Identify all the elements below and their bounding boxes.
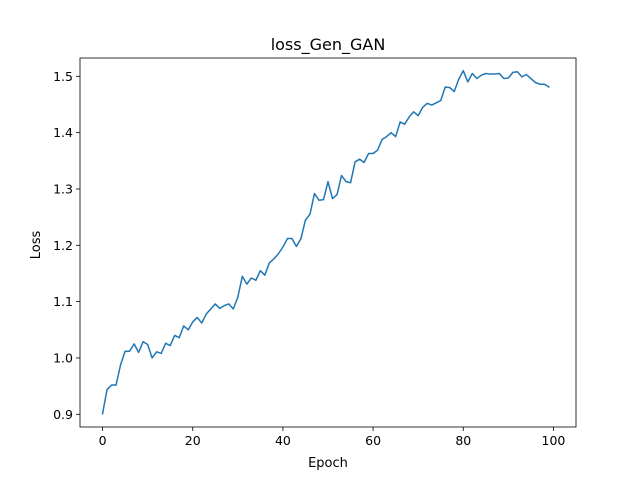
plot-area: [101, 69, 550, 415]
x-tick-label-0: 0: [99, 433, 107, 448]
axes-frame: [79, 57, 577, 428]
x-tick-label-60: 60: [365, 433, 381, 448]
x-tick-label-100: 100: [542, 433, 566, 448]
y-tick-label-1.4: 1.4: [53, 125, 73, 140]
y-tick-label-1.1: 1.1: [53, 294, 73, 309]
y-tick-label-1.3: 1.3: [53, 181, 73, 196]
chart-title: loss_Gen_GAN: [271, 35, 386, 55]
x-axis-title: Epoch: [308, 456, 348, 471]
axes: 0 20 40 60 80 100 0.9 1.0 1.1 1.2 1.3 1.4 1.5: [53, 57, 577, 448]
y-tick-label-1.5: 1.5: [53, 69, 73, 84]
series-line-0: [101, 69, 550, 415]
y-axis-title: Loss: [29, 231, 44, 260]
y-tick-label-1: 1.0: [53, 350, 73, 365]
x-tick-label-40: 40: [275, 433, 291, 448]
x-tick-label-20: 20: [185, 433, 201, 448]
x-tick-label-80: 80: [455, 433, 471, 448]
y-tick-label-0.9: 0.9: [53, 407, 73, 422]
y-tick-label-1.2: 1.2: [53, 238, 73, 253]
